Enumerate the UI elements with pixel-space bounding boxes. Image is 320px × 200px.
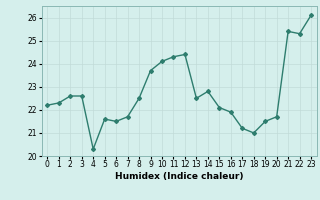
X-axis label: Humidex (Indice chaleur): Humidex (Indice chaleur) [115, 172, 244, 181]
